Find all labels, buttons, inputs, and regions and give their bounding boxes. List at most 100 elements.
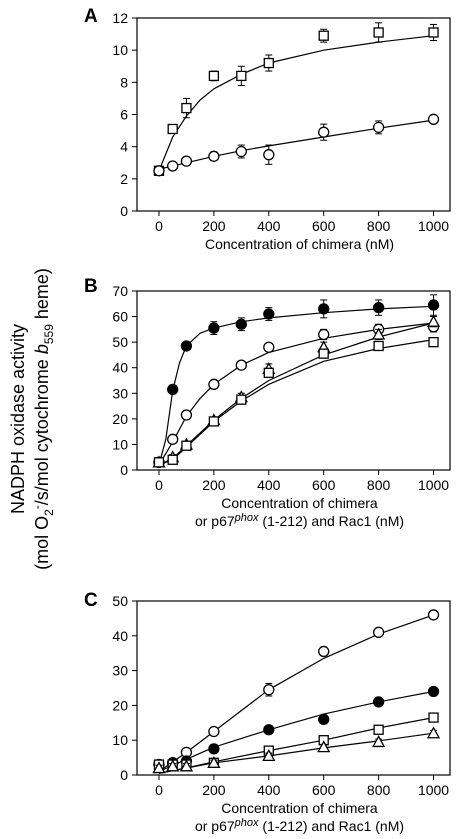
- x-axis-label-line-2: or p67phox (1-212) and Rac1 (nM): [195, 512, 404, 529]
- data-point: [262, 749, 276, 762]
- data-point: [167, 433, 179, 445]
- data-point: [263, 724, 275, 736]
- data-point: [167, 123, 178, 135]
- panel-letter: C: [84, 590, 98, 611]
- x-tick-label: 1000: [418, 477, 449, 493]
- series-square-open: [153, 22, 439, 176]
- data-point: [263, 308, 275, 320]
- series-circle-open: [153, 113, 440, 177]
- y-tick-label: 6: [120, 107, 128, 123]
- series-triangle-open: [152, 726, 441, 774]
- data-point: [318, 126, 330, 138]
- y-tick-label: 20: [112, 697, 128, 713]
- data-point: [318, 713, 330, 725]
- series-circle-open: [153, 321, 440, 468]
- data-point: [235, 318, 247, 330]
- data-point: [427, 609, 440, 621]
- data-point: [372, 301, 385, 314]
- data-point: [235, 145, 247, 158]
- data-point: [236, 394, 247, 405]
- y-tick-label: 10: [112, 436, 128, 452]
- data-point: [372, 735, 386, 748]
- data-point: [427, 685, 440, 698]
- fit-curve: [158, 305, 434, 466]
- y-label-line-2: (mol O2-/s/mol cytochrome b559 heme): [30, 268, 56, 570]
- series-circle-open: [153, 609, 440, 772]
- data-point: [428, 336, 439, 348]
- data-point: [181, 102, 192, 114]
- shared-y-axis-label: NADPH oxidase activity (mol O2-/s/mol cy…: [8, 268, 56, 570]
- y-tick-label: 2: [120, 171, 128, 187]
- y-tick-label: 50: [112, 593, 128, 609]
- x-axis-label-line-2: or p67phox (1-212) and Rac1 (nM): [195, 817, 404, 834]
- data-point: [318, 328, 330, 341]
- y-tick-label: 60: [112, 309, 128, 325]
- data-point: [208, 416, 220, 427]
- data-point: [318, 645, 330, 658]
- data-point: [428, 27, 439, 38]
- data-point: [373, 724, 384, 735]
- y-tick-label: 4: [120, 139, 128, 155]
- y-tick-label: 30: [112, 663, 128, 679]
- x-tick-label: 0: [155, 477, 163, 493]
- series-triangle-open: [152, 314, 441, 468]
- x-tick-label: 400: [257, 782, 281, 798]
- data-point: [181, 440, 192, 451]
- data-point: [372, 327, 386, 340]
- data-point: [373, 340, 384, 352]
- y-tick-label: 0: [120, 767, 128, 783]
- data-point: [372, 626, 385, 638]
- data-point: [166, 759, 180, 772]
- x-tick-label: 200: [202, 782, 226, 798]
- data-point: [318, 303, 330, 315]
- data-point: [208, 725, 220, 738]
- data-point: [208, 378, 220, 390]
- panel-b: B 0 200 400 600 800 1000 0 10 20 30 40 50 60 70 Concent…: [84, 276, 451, 529]
- y-tick-label: 8: [120, 74, 128, 90]
- data-point: [167, 454, 178, 465]
- y-tick-label: 40: [112, 628, 128, 644]
- data-point: [263, 341, 275, 353]
- x-tick-label: 600: [312, 218, 336, 234]
- x-axis-label: Concentration of chimera: [221, 495, 378, 511]
- data-point: [428, 712, 439, 723]
- data-point: [167, 160, 179, 172]
- data-point: [207, 755, 221, 768]
- y-tick-label: 70: [112, 283, 128, 299]
- data-point: [180, 340, 193, 352]
- x-tick-label: 200: [202, 218, 226, 234]
- data-point: [236, 70, 247, 82]
- panel-a: A 0 200 400 600 800 1000 0 2 4 6 8 10 12 Concentration…: [84, 6, 451, 252]
- x-tick-label: 800: [367, 218, 391, 234]
- y-tick-label: 30: [112, 385, 128, 401]
- plot-frame: [136, 17, 451, 212]
- y-tick-label: 10: [112, 42, 128, 58]
- data-point: [263, 57, 274, 69]
- data-point: [426, 314, 441, 327]
- data-point: [208, 150, 220, 162]
- fit-curve: [158, 119, 434, 170]
- data-point: [372, 696, 385, 708]
- fit-curve: [158, 339, 434, 466]
- x-tick-label: 800: [367, 477, 391, 493]
- data-point: [180, 409, 193, 421]
- panel-c: C 0 200 400 600 800 1000 0 10 20 30 40 50 Concentrati…: [84, 590, 451, 834]
- fit-curve: [158, 614, 434, 772]
- data-point: [427, 299, 440, 311]
- x-tick-label: 400: [257, 477, 281, 493]
- series-circle-filled: [153, 685, 440, 773]
- x-tick-label: 1000: [418, 782, 449, 798]
- data-point: [263, 149, 275, 161]
- data-point: [426, 726, 441, 739]
- data-point: [263, 684, 275, 696]
- plot-frame: [136, 290, 451, 471]
- data-point: [372, 121, 385, 134]
- series-circle-filled: [153, 294, 440, 468]
- x-tick-label: 0: [155, 218, 163, 234]
- panel-letter: B: [84, 276, 98, 297]
- y-tick-label: 20: [112, 411, 128, 427]
- fit-curve: [158, 322, 434, 466]
- y-tick-label: 0: [120, 203, 128, 219]
- panel-letter: A: [84, 6, 98, 27]
